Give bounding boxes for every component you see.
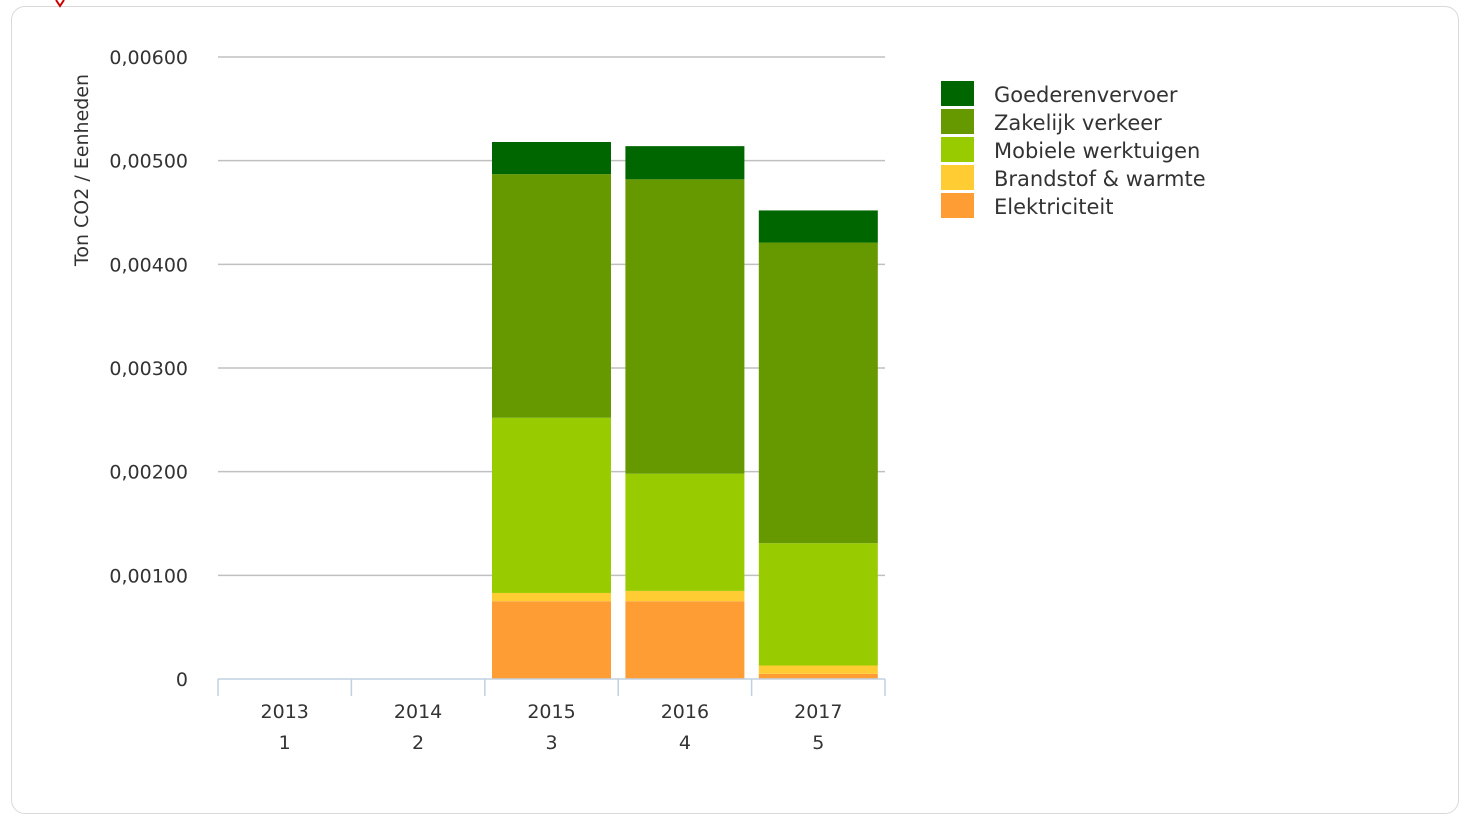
y-tick-label: 0,00300 xyxy=(109,358,188,380)
legend-swatch xyxy=(941,109,974,134)
legend-swatch xyxy=(941,81,974,106)
bar-stacks xyxy=(492,142,878,679)
y-tick-label: 0,00600 xyxy=(109,47,188,69)
y-tick-label: 0,00400 xyxy=(109,254,188,276)
y-tick-label: 0 xyxy=(176,669,188,691)
bar-segment[interactable] xyxy=(625,590,745,602)
bar-segment[interactable] xyxy=(758,242,878,544)
bar-segment[interactable] xyxy=(492,592,611,602)
legend-label[interactable]: Zakelijk verkeer xyxy=(994,111,1162,135)
x-tick-label-index: 1 xyxy=(279,732,291,754)
bar-segment[interactable] xyxy=(625,179,745,474)
legend: Goederenvervoer Zakelijk verkeer Mobiele w… xyxy=(941,81,1206,219)
legend-label[interactable]: Mobiele werktuigen xyxy=(994,139,1200,163)
x-tick-label-index: 4 xyxy=(679,732,691,754)
y-tick-label: 0,00100 xyxy=(109,565,188,587)
bar-segment[interactable] xyxy=(758,665,878,674)
y-axis-title: Ton CO2 / Eenheden xyxy=(71,74,93,267)
bar-segment[interactable] xyxy=(625,146,745,180)
x-tick-label-year: 2015 xyxy=(527,701,575,723)
bar-segment[interactable] xyxy=(492,601,611,679)
y-tick-label: 0,00500 xyxy=(109,151,188,173)
x-axis: 2013 1 2014 2 2015 3 2016 4 2017 5 xyxy=(217,678,886,754)
bar-segment[interactable] xyxy=(492,417,611,593)
legend-label[interactable]: Elektriciteit xyxy=(994,195,1114,219)
legend-swatch xyxy=(941,165,974,190)
bar-segment[interactable] xyxy=(492,142,611,175)
y-tick-label: 0,00200 xyxy=(109,462,188,484)
corner-marker-icon xyxy=(55,0,65,8)
x-tick-label-year: 2013 xyxy=(261,701,309,723)
bar-segment[interactable] xyxy=(492,174,611,418)
legend-label[interactable]: Brandstof & warmte xyxy=(994,167,1206,191)
bar-segment[interactable] xyxy=(758,673,878,679)
bar-segment[interactable] xyxy=(625,473,745,591)
x-tick-label-year: 2017 xyxy=(794,701,842,723)
x-tick-label-index: 5 xyxy=(812,732,824,754)
x-tick-label-year: 2014 xyxy=(394,701,442,723)
legend-label[interactable]: Goederenvervoer xyxy=(994,83,1178,107)
y-axis: 0 0,00100 0,00200 0,00300 0,00400 0,00500 0,00… xyxy=(109,47,188,691)
bar-segment[interactable] xyxy=(625,601,745,679)
x-tick-label-index: 3 xyxy=(545,732,557,754)
legend-swatch xyxy=(941,137,974,162)
legend-swatch xyxy=(941,193,974,218)
bar-segment[interactable] xyxy=(758,543,878,666)
x-tick-label-year: 2016 xyxy=(661,701,709,723)
x-tick-label-index: 2 xyxy=(412,732,424,754)
bar-segment[interactable] xyxy=(758,210,878,243)
